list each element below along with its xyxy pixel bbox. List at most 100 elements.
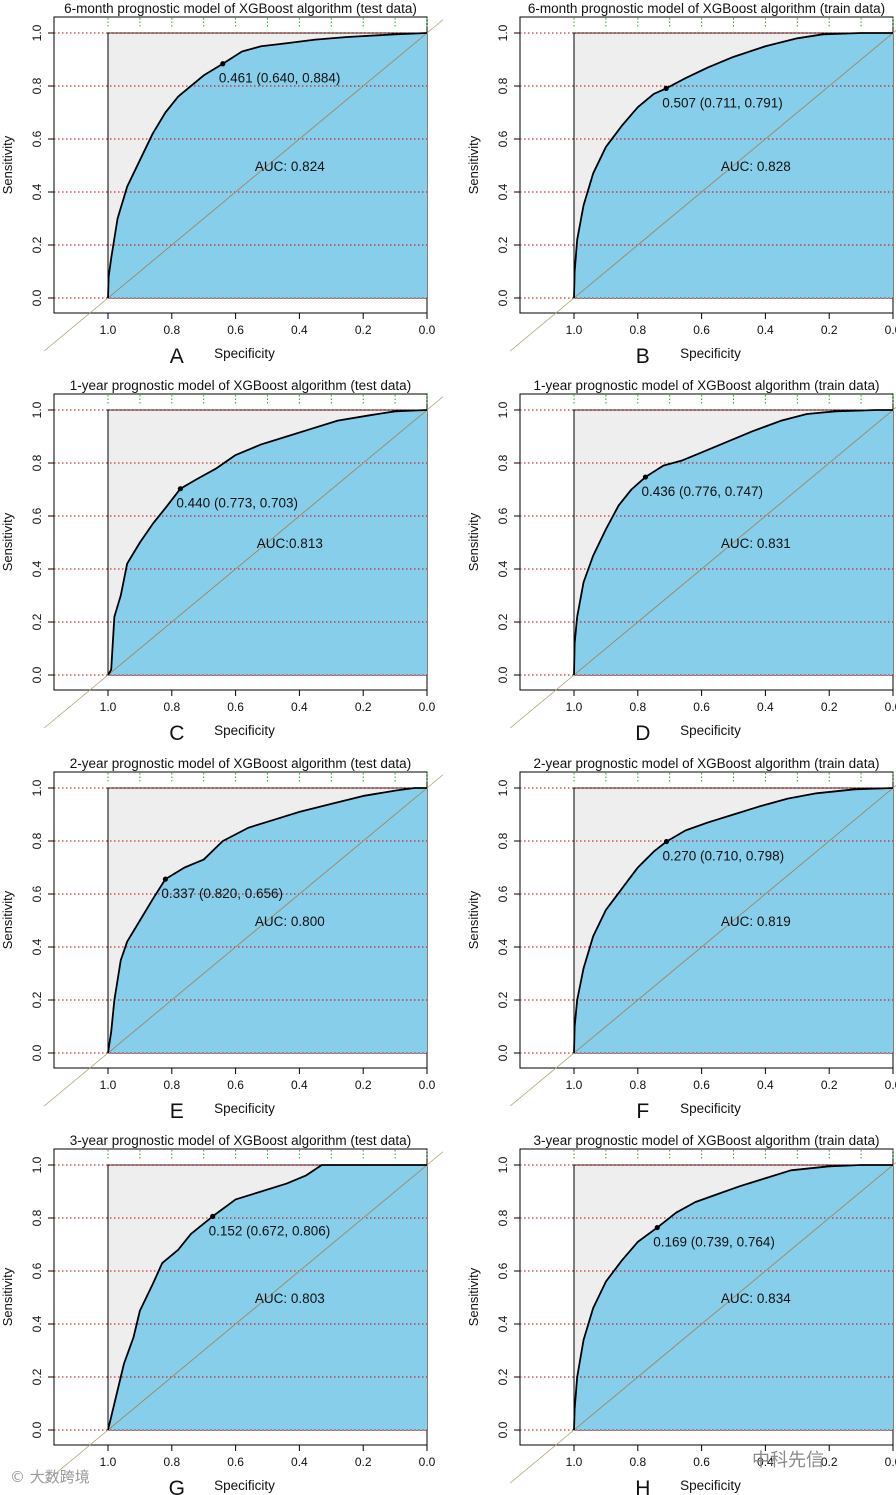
roc-panel-a: 6-month prognostic model of XGBoost algo…	[0, 1, 444, 368]
x-tick-label: 0.0	[885, 1455, 896, 1469]
threshold-label: 0.507 (0.711, 0.791)	[662, 95, 783, 110]
roc-panel-h: 3-year prognostic model of XGBoost algor…	[466, 1133, 896, 1495]
roc-curve	[107, 1164, 427, 1431]
x-tick-label: 0.0	[419, 1455, 436, 1469]
x-tick-label: 0.8	[163, 1078, 180, 1092]
x-tick-label: 0.6	[227, 1078, 244, 1092]
y-tick-label: 1.0	[496, 1156, 510, 1173]
y-tick-label: 0.8	[30, 1209, 44, 1226]
threshold-point	[642, 474, 649, 480]
x-axis-label: Specificity	[214, 723, 275, 738]
y-tick-label: 0.0	[30, 1044, 44, 1061]
x-tick-label: 1.0	[100, 1078, 117, 1092]
y-axis-label: Sensitivity	[466, 512, 481, 571]
roc-panel-d: 1-year prognostic model of XGBoost algor…	[466, 378, 896, 745]
x-tick-label: 0.4	[757, 1455, 774, 1469]
y-tick-label: 0.4	[496, 560, 510, 577]
x-tick-label: 1.0	[566, 323, 583, 337]
x-tick-label: 0.2	[355, 1078, 372, 1092]
y-tick-label: 0.8	[496, 832, 510, 849]
y-axis-label: Sensitivity	[466, 135, 481, 194]
panel-letter: A	[170, 345, 184, 368]
x-tick-label: 1.0	[566, 1455, 583, 1469]
y-tick-label: 0.6	[30, 507, 44, 524]
roc-panel-f: 2-year prognostic model of XGBoost algor…	[466, 756, 896, 1123]
y-tick-label: 0.2	[496, 613, 510, 630]
y-tick-label: 0.0	[496, 1421, 510, 1438]
threshold-label: 0.169 (0.739, 0.764)	[653, 1235, 775, 1250]
panel-letter: D	[635, 722, 650, 745]
auc-label: AUC: 0.828	[721, 159, 791, 174]
auc-label: AUC:0.813	[257, 536, 323, 551]
roc-panel-g: 3-year prognostic model of XGBoost algor…	[0, 1133, 444, 1495]
x-tick-label: 0.0	[885, 700, 896, 714]
y-tick-label: 0.4	[30, 1315, 44, 1332]
x-tick-label: 0.6	[693, 700, 710, 714]
y-tick-label: 1.0	[30, 779, 44, 796]
x-tick-label: 0.4	[757, 700, 774, 714]
x-tick-label: 0.0	[419, 1078, 436, 1092]
y-axis-label: Sensitivity	[466, 890, 481, 949]
threshold-point	[663, 85, 669, 91]
x-axis-label: Specificity	[680, 1478, 741, 1493]
y-tick-label: 0.0	[30, 1421, 44, 1438]
auc-label: AUC: 0.803	[255, 1291, 325, 1306]
y-tick-label: 0.8	[496, 77, 510, 94]
y-tick-label: 0.0	[30, 289, 44, 306]
x-tick-label: 0.8	[629, 323, 646, 337]
x-tick-label: 0.4	[757, 323, 774, 337]
y-tick-label: 0.2	[496, 991, 510, 1008]
y-tick-label: 0.4	[30, 560, 44, 577]
x-tick-label: 0.2	[821, 700, 838, 714]
x-tick-label: 0.2	[821, 1078, 838, 1092]
panel-letter: E	[170, 1100, 184, 1123]
roc-curve	[573, 32, 893, 299]
x-axis-label: Specificity	[214, 1101, 275, 1116]
y-tick-label: 0.4	[496, 938, 510, 955]
y-tick-label: 1.0	[30, 401, 44, 418]
reference-diagonal-inner	[107, 1164, 428, 1431]
y-tick-label: 1.0	[496, 401, 510, 418]
threshold-point	[654, 1224, 660, 1231]
y-tick-label: 1.0	[30, 24, 44, 41]
auc-label: AUC: 0.800	[255, 914, 325, 929]
y-tick-label: 0.0	[30, 666, 44, 683]
y-tick-label: 0.6	[30, 130, 44, 147]
x-tick-label: 0.8	[629, 1455, 646, 1469]
threshold-point	[162, 876, 169, 882]
y-tick-label: 1.0	[496, 24, 510, 41]
x-tick-label: 1.0	[566, 700, 583, 714]
y-tick-label: 0.2	[30, 613, 44, 630]
y-axis-label: Sensitivity	[0, 512, 15, 571]
x-tick-label: 0.6	[693, 1078, 710, 1092]
x-axis-label: Specificity	[680, 723, 741, 738]
panel-title: 6-month prognostic model of XGBoost algo…	[528, 1, 885, 16]
x-tick-label: 0.6	[693, 323, 710, 337]
threshold-label: 0.440 (0.773, 0.703)	[176, 496, 298, 511]
panel-letter: G	[169, 1477, 185, 1495]
x-tick-label: 1.0	[100, 323, 117, 337]
panel-letter: C	[169, 722, 184, 745]
x-tick-label: 0.0	[885, 323, 896, 337]
reference-diagonal-inner	[107, 787, 428, 1054]
y-tick-label: 0.0	[496, 666, 510, 683]
panel-letter: B	[636, 345, 650, 368]
reference-diagonal-inner	[573, 32, 894, 299]
threshold-label: 0.270 (0.710, 0.798)	[663, 849, 785, 864]
threshold-label: 0.461 (0.640, 0.884)	[219, 71, 341, 86]
threshold-label: 0.152 (0.672, 0.806)	[209, 1223, 331, 1238]
y-tick-label: 0.4	[30, 183, 44, 200]
x-tick-label: 0.8	[163, 700, 180, 714]
x-tick-label: 0.6	[227, 1455, 244, 1469]
x-tick-label: 0.6	[227, 700, 244, 714]
threshold-label: 0.337 (0.820, 0.656)	[161, 886, 283, 901]
x-tick-label: 0.2	[355, 1455, 372, 1469]
panel-title: 2-year prognostic model of XGBoost algor…	[534, 756, 880, 771]
y-tick-label: 0.2	[496, 1368, 510, 1385]
roc-curve	[107, 787, 427, 1054]
panel-title: 2-year prognostic model of XGBoost algor…	[70, 756, 411, 771]
x-tick-label: 1.0	[566, 1078, 583, 1092]
y-tick-label: 0.4	[30, 938, 44, 955]
y-tick-label: 1.0	[30, 1156, 44, 1173]
x-tick-label: 0.2	[821, 1455, 838, 1469]
